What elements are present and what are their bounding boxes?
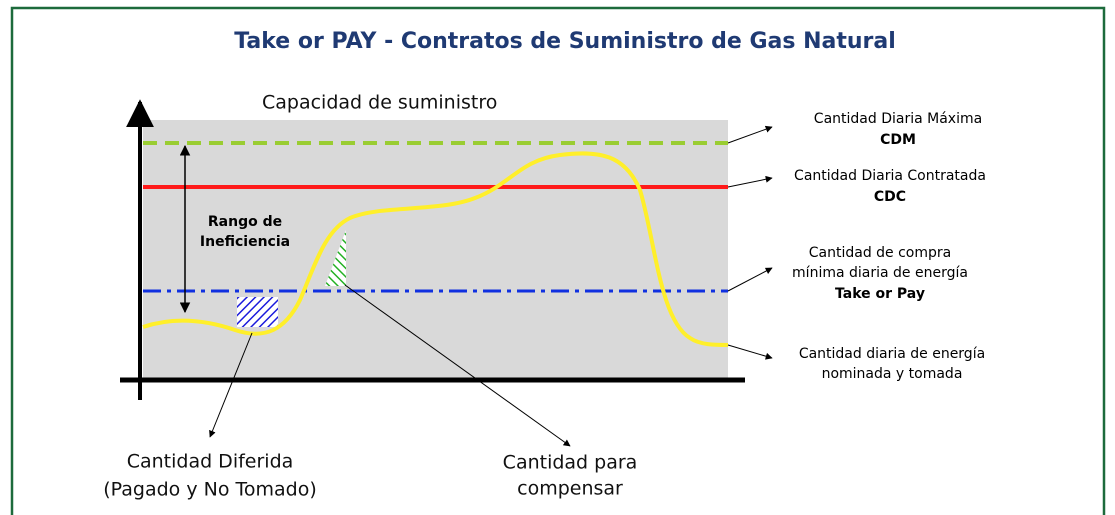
pointer (727, 175, 773, 188)
top-label: Cantidad de compra (809, 245, 951, 261)
frame (10, 6, 1106, 515)
compensate-label: Cantidad para (503, 452, 638, 474)
nominated-curve (142, 151, 729, 347)
pointer (727, 344, 773, 360)
pointer (727, 267, 773, 292)
title: Take or PAY - Contratos de Suministro de… (234, 29, 896, 54)
cdc-label: Cantidad Diaria Contratada (794, 168, 986, 184)
pointer (209, 332, 253, 438)
cdm-label: Cantidad Diaria Máxima (814, 111, 982, 127)
deferred-label: Cantidad Diferida (127, 451, 294, 473)
compensate-label: compensar (517, 478, 623, 500)
range-label: Ineficiencia (200, 234, 290, 250)
compensate-area (325, 230, 346, 286)
nominated-label: nominada y tomada (822, 366, 963, 382)
deferred-area (237, 297, 278, 327)
top-abbr: Take or Pay (835, 286, 925, 302)
pointer (727, 125, 773, 144)
cdc-abbr: CDC (874, 189, 906, 205)
range-label: Rango de (208, 214, 282, 230)
axis-label: Capacidad de suministro (262, 92, 497, 114)
top-label: mínima diaria de energía (792, 265, 968, 281)
cdm-abbr: CDM (880, 132, 916, 148)
nominated-label: Cantidad diaria de energía (799, 346, 985, 362)
plot-area (143, 120, 728, 380)
deferred-label: (Pagado y No Tomado) (103, 479, 317, 501)
pointer (344, 284, 571, 447)
